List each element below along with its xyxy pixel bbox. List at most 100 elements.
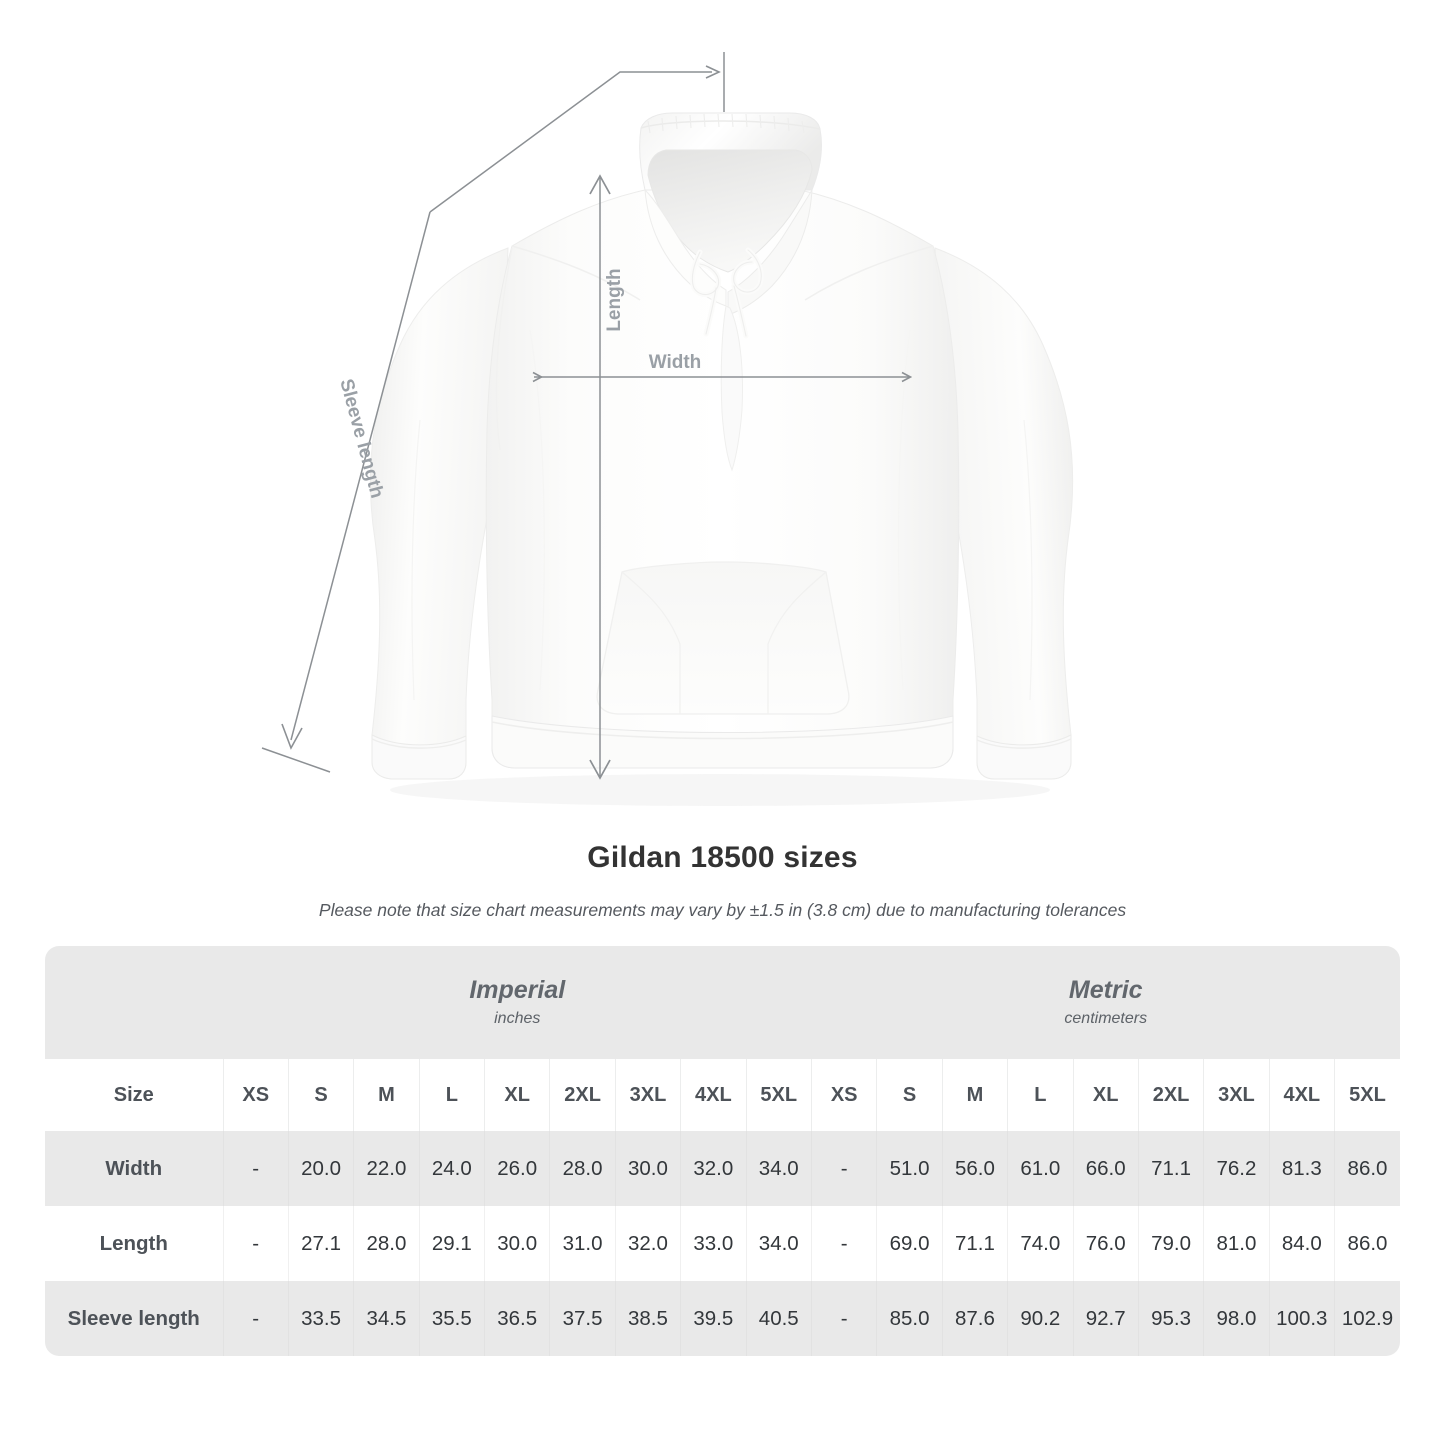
cell-sleeve-length-metric-5xl: 102.9 xyxy=(1334,1281,1400,1356)
sleeve-top-pointer xyxy=(429,52,725,213)
cell-length-metric-xl: 76.0 xyxy=(1072,1206,1139,1281)
cell-sleeve-length-imperial-m: 34.5 xyxy=(353,1281,420,1356)
cell-width-imperial-s: 20.0 xyxy=(287,1131,354,1206)
cell-length-metric-2xl: 79.0 xyxy=(1137,1206,1204,1281)
table-row-length: Length -27.1 28.0 29.1 30.0 31.0 32.0 33.0 34.0-… xyxy=(45,1206,1400,1281)
column-header-xs: XS xyxy=(222,1059,289,1131)
column-header-2xl: 2XL xyxy=(1137,1059,1204,1131)
unit-banner-spacer xyxy=(45,946,224,1059)
unit-sub: centimeters xyxy=(1064,1009,1148,1027)
column-header-4xl: 4XL xyxy=(680,1059,747,1131)
column-header-l: L xyxy=(1007,1059,1073,1131)
cell-length-imperial-xs: - xyxy=(222,1206,289,1281)
table-row-sleeve-length: Sleeve length -33.5 34.5 35.5 36.5 37.5 38.5 39… xyxy=(45,1281,1400,1356)
unit-sub: inches xyxy=(494,1009,541,1027)
cell-width-metric-4xl: 81.3 xyxy=(1268,1131,1335,1206)
cell-width-imperial-4xl: 32.0 xyxy=(680,1131,747,1206)
cell-width-metric-5xl: 86.0 xyxy=(1334,1131,1400,1206)
column-header-xl: XL xyxy=(1072,1059,1139,1131)
cell-width-imperial-l: 24.0 xyxy=(418,1131,485,1206)
cell-length-metric-3xl: 81.0 xyxy=(1203,1206,1270,1281)
drawstring-outline xyxy=(691,249,762,337)
length-label: Length xyxy=(604,268,625,331)
size-chart-table-wrapper: Imperial inches Metric centimeters Size XS S M L… xyxy=(45,946,1400,1356)
cell-width-imperial-5xl: 34.0 xyxy=(745,1131,812,1206)
column-header-5xl: 5XL xyxy=(745,1059,812,1131)
column-header-s: S xyxy=(876,1059,943,1131)
cell-sleeve-length-metric-xs: - xyxy=(810,1281,877,1356)
column-header-5xl: 5XL xyxy=(1334,1059,1400,1131)
cell-length-metric-m: 71.1 xyxy=(941,1206,1008,1281)
unit-name: Metric xyxy=(1068,975,1143,1004)
column-header-3xl: 3XL xyxy=(1203,1059,1270,1131)
hoodie-diagram: Length Width Sleeve length xyxy=(261,52,1074,806)
sleeve-length-guide xyxy=(261,211,431,773)
tolerance-note: Please note that size chart measurements… xyxy=(318,900,1127,920)
unit-banner-metric: Metric centimeters xyxy=(811,946,1400,1059)
cell-sleeve-length-metric-xl: 92.7 xyxy=(1072,1281,1139,1356)
cell-sleeve-length-metric-s: 85.0 xyxy=(876,1281,943,1356)
cell-width-metric-l: 61.0 xyxy=(1007,1131,1073,1206)
cell-sleeve-length-metric-l: 90.2 xyxy=(1007,1281,1073,1356)
cell-sleeve-length-imperial-l: 35.5 xyxy=(418,1281,485,1356)
cell-sleeve-length-metric-2xl: 95.3 xyxy=(1137,1281,1204,1356)
cell-sleeve-length-imperial-3xl: 38.5 xyxy=(614,1281,681,1356)
title-block: Gildan 18500 sizes Please note that size… xyxy=(0,838,1445,922)
cell-width-metric-s: 51.0 xyxy=(876,1131,943,1206)
cell-width-imperial-xs: - xyxy=(222,1131,289,1206)
row-label-sleeve-length: Sleeve length xyxy=(45,1281,224,1356)
column-header-xs: XS xyxy=(810,1059,877,1131)
hoodie-illustration xyxy=(369,112,1074,806)
cell-sleeve-length-imperial-4xl: 39.5 xyxy=(680,1281,747,1356)
hoodie-diagram-svg: Length Width Sleeve length xyxy=(261,52,1074,806)
column-header-size: Size xyxy=(45,1059,224,1131)
cell-length-metric-4xl: 84.0 xyxy=(1268,1206,1335,1281)
row-label-length: Length xyxy=(45,1206,224,1281)
cell-width-metric-3xl: 76.2 xyxy=(1203,1131,1270,1206)
column-header-xl: XL xyxy=(484,1059,550,1131)
table-header-row: Size XS S M L XL 2XL 3XL 4XL 5XL XS S M L XL 2XL 3XL 4XL 5… xyxy=(45,1059,1400,1131)
cell-length-metric-l: 74.0 xyxy=(1007,1206,1073,1281)
size-chart-table: Imperial inches Metric centimeters Size XS S M L… xyxy=(45,946,1400,1356)
unit-name: Imperial xyxy=(469,975,566,1004)
column-header-4xl: 4XL xyxy=(1268,1059,1335,1131)
cell-sleeve-length-imperial-xs: - xyxy=(222,1281,289,1356)
cell-length-imperial-l: 29.1 xyxy=(418,1206,485,1281)
cell-width-metric-m: 56.0 xyxy=(941,1131,1008,1206)
cell-width-metric-xl: 66.0 xyxy=(1072,1131,1139,1206)
cell-sleeve-length-imperial-5xl: 40.5 xyxy=(745,1281,812,1356)
column-header-l: L xyxy=(418,1059,485,1131)
cell-length-metric-5xl: 86.0 xyxy=(1334,1206,1400,1281)
cell-length-imperial-2xl: 31.0 xyxy=(549,1206,616,1281)
cell-width-metric-2xl: 71.1 xyxy=(1137,1131,1204,1206)
column-header-3xl: 3XL xyxy=(614,1059,681,1131)
cell-width-imperial-2xl: 28.0 xyxy=(549,1131,616,1206)
cell-sleeve-length-metric-3xl: 98.0 xyxy=(1203,1281,1270,1356)
measurement-guides xyxy=(261,52,910,780)
cell-width-imperial-3xl: 30.0 xyxy=(614,1131,681,1206)
width-label: Width xyxy=(649,352,702,373)
row-label-width: Width xyxy=(45,1131,224,1206)
cell-length-imperial-5xl: 34.0 xyxy=(745,1206,812,1281)
unit-banner-imperial: Imperial inches xyxy=(223,946,812,1059)
page-title: Gildan 18500 sizes xyxy=(587,841,858,874)
cell-length-imperial-m: 28.0 xyxy=(353,1206,420,1281)
table-row-width: Width -20.0 22.0 24.0 26.0 28.0 30.0 32.0 34.0-5… xyxy=(45,1131,1400,1206)
cell-length-metric-xs: - xyxy=(810,1206,877,1281)
cell-sleeve-length-metric-4xl: 100.3 xyxy=(1268,1281,1335,1356)
cell-sleeve-length-imperial-2xl: 37.5 xyxy=(549,1281,616,1356)
cell-sleeve-length-metric-m: 87.6 xyxy=(941,1281,1008,1356)
length-guide xyxy=(589,174,611,780)
cell-width-imperial-m: 22.0 xyxy=(353,1131,420,1206)
unit-banner-row: Imperial inches Metric centimeters xyxy=(45,946,1400,1059)
cell-width-metric-xs: - xyxy=(810,1131,877,1206)
cell-length-imperial-3xl: 32.0 xyxy=(614,1206,681,1281)
column-header-m: M xyxy=(353,1059,420,1131)
cell-length-imperial-4xl: 33.0 xyxy=(680,1206,747,1281)
cell-sleeve-length-imperial-s: 33.5 xyxy=(287,1281,354,1356)
cell-sleeve-length-imperial-xl: 36.5 xyxy=(484,1281,550,1356)
cell-length-imperial-s: 27.1 xyxy=(287,1206,354,1281)
column-header-m: M xyxy=(941,1059,1008,1131)
cell-width-imperial-xl: 26.0 xyxy=(484,1131,550,1206)
column-header-2xl: 2XL xyxy=(549,1059,616,1131)
